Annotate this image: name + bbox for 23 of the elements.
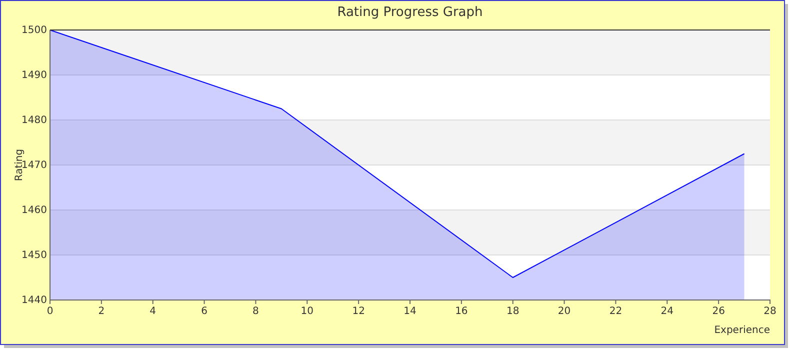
x-tick-label: 18: [506, 306, 520, 318]
x-tick-label: 14: [404, 306, 416, 318]
x-tick-label: 24: [660, 306, 674, 318]
y-tick-label: 1460: [22, 205, 47, 216]
y-tick-label: 1480: [22, 115, 47, 126]
y-tick-label: 1440: [22, 295, 47, 306]
chart-title: Rating Progress Graph: [337, 5, 483, 20]
x-tick-label: 10: [300, 306, 314, 318]
x-tick-label: 6: [201, 306, 208, 318]
y-tick-label: 1490: [22, 70, 47, 82]
x-tick-label: 16: [455, 306, 468, 318]
x-tick-label: 26: [712, 306, 725, 318]
x-tick-label: 12: [352, 306, 365, 318]
y-tick-label: 1450: [22, 250, 47, 262]
x-axis-title: Experience: [714, 325, 770, 336]
x-tick-label: 22: [609, 306, 622, 318]
x-tick-label: 2: [98, 306, 105, 318]
x-tick-label: 20: [558, 306, 571, 318]
y-tick-label: 1500: [22, 25, 47, 36]
x-tick-label: 0: [46, 306, 54, 318]
x-tick-label: 4: [150, 306, 156, 318]
x-tick-label: 8: [252, 306, 259, 318]
x-tick-label: 28: [764, 306, 776, 318]
